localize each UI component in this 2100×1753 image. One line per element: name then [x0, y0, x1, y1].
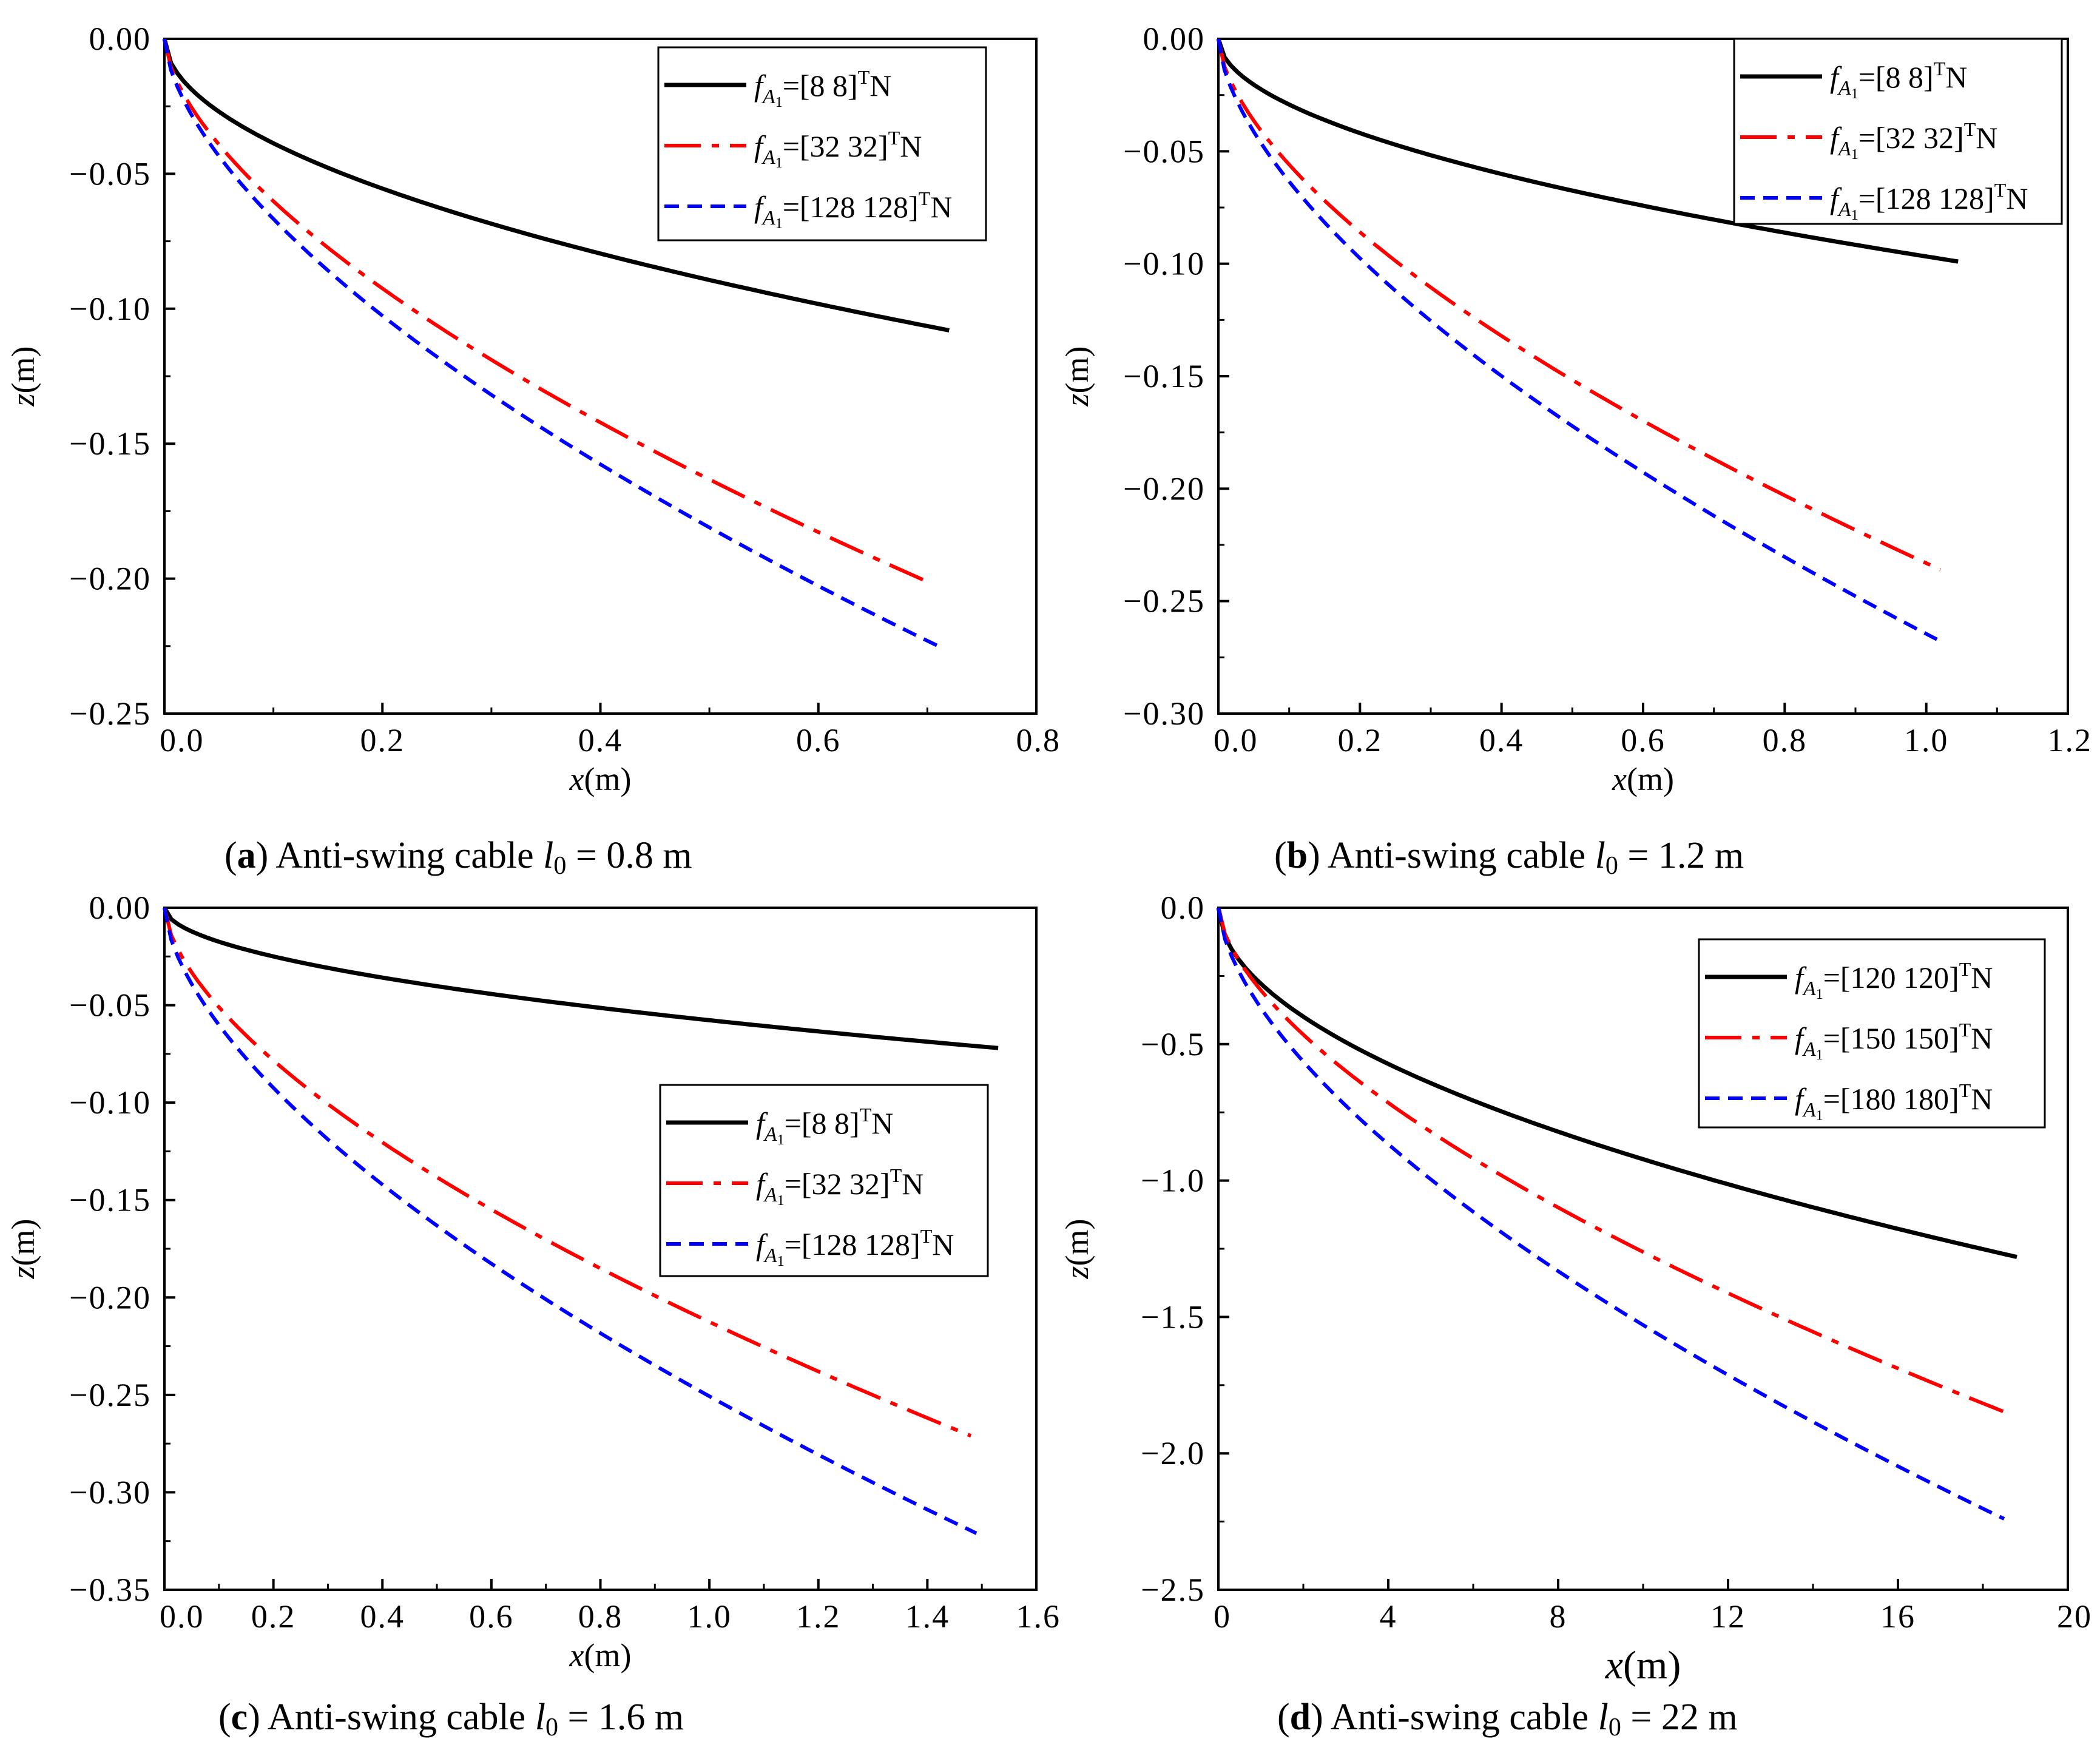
x-tick-label: 20 [2057, 1598, 2092, 1635]
y-axis-label: z(m) [5, 1219, 41, 1280]
legend-entry: fA1=[128 128]TN [1830, 179, 2028, 223]
x-tick-label: 8 [1550, 1598, 1567, 1635]
x-tick-label: 4 [1380, 1598, 1397, 1635]
panel-caption: (d) Anti-swing cable l0 = 22 m [1277, 1697, 1738, 1741]
x-tick-label: 0.8 [1763, 722, 1808, 758]
y-tick-label: −0.25 [69, 695, 151, 732]
y-tick-label: −0.10 [69, 291, 151, 327]
y-axis-label: z(m) [1059, 346, 1095, 407]
y-tick-label: −0.15 [69, 425, 151, 462]
y-tick-label: −0.35 [69, 1572, 151, 1608]
legend-entry: fA1=[32 32]TN [1830, 118, 1997, 163]
legend-entry: fA1=[180 180]TN [1795, 1079, 1993, 1124]
x-tick-label: 1.0 [1904, 722, 1949, 758]
y-tick-label: −1.0 [1141, 1163, 1205, 1199]
legend-entry: fA1=[128 128]TN [756, 1225, 954, 1269]
series-line [1217, 38, 1942, 572]
x-tick-label: 1.2 [796, 1598, 841, 1635]
x-tick-label: 0.4 [1479, 722, 1524, 758]
x-tick-label: 0 [1214, 1598, 1231, 1635]
chart-panel-a: 0.0 0.2 0.4 0.6 0.8 0.00 −0.05 −0.10 −0.15 −0.20 −… [5, 21, 1061, 880]
legend-entry: fA1=[128 128]TN [754, 187, 952, 232]
x-tick-label: 1.6 [1016, 1598, 1061, 1635]
x-tick-label: 0.2 [1338, 722, 1383, 758]
chart-panel-b: 0.0 0.2 0.4 0.6 0.8 1.0 1.2 0.00 −0.05 −0.10 −0.15… [1059, 21, 2093, 880]
y-tick-label: −0.05 [69, 155, 151, 192]
y-tick-label: −0.30 [1123, 695, 1205, 732]
series-line [1216, 38, 1959, 264]
y-tick-label: −0.05 [1123, 133, 1205, 169]
chart-panel-d: 0 4 8 12 16 20 0.0 −0.5 −1.0 −1.5 −2.0 −2.5 x(m) z(m)… [1059, 890, 2092, 1741]
x-tick-label: 0.4 [360, 1598, 405, 1635]
y-tick-label: −2.0 [1141, 1435, 1205, 1471]
panel-caption: (a) Anti-swing cable l0 = 0.8 m [225, 835, 692, 880]
x-tick-label: 1.2 [2048, 722, 2093, 758]
x-tick-label: 1.4 [905, 1598, 950, 1635]
legend-entry: fA1=[32 32]TN [756, 1164, 923, 1209]
y-tick-label: −0.10 [1123, 246, 1205, 282]
series-line [1217, 38, 1938, 641]
x-axis-label: x(m) [1612, 761, 1674, 797]
y-axis-label: z(m) [5, 346, 41, 407]
y-tick-label: −0.10 [69, 1084, 151, 1121]
y-tick-label: 0.00 [1143, 21, 1206, 57]
series-line [162, 38, 950, 333]
series-line [1217, 907, 2005, 1521]
series-line [163, 38, 934, 586]
y-tick-label: −2.5 [1141, 1572, 1205, 1608]
x-tick-label: 0.6 [469, 1598, 514, 1635]
x-tick-label: 0.0 [160, 722, 204, 758]
y-tick-label: −0.25 [69, 1377, 151, 1413]
x-tick-label: 0.6 [796, 722, 841, 758]
panel-caption: (c) Anti-swing cable l0 = 1.6 m [218, 1697, 684, 1741]
x-tick-label: 0.2 [360, 722, 405, 758]
y-tick-label: −0.30 [69, 1474, 151, 1510]
series-line [163, 38, 939, 648]
x-tick-label: 0.8 [578, 1598, 623, 1635]
legend-box [1698, 938, 2046, 1129]
x-tick-label: 1.0 [687, 1598, 732, 1635]
legend-entry: fA1=[150 150]TN [1795, 1019, 1993, 1063]
x-tick-label: 0.6 [1621, 722, 1666, 758]
x-tick-label: 12 [1710, 1598, 1746, 1635]
legend-entry: fA1=[32 32]TN [754, 127, 922, 171]
x-tick-label: 0.2 [251, 1598, 296, 1635]
y-tick-label: −0.20 [1123, 470, 1205, 507]
legend-box [1733, 38, 2063, 225]
y-tick-label: 0.0 [1161, 890, 1206, 926]
y-tick-label: −0.20 [69, 1279, 151, 1316]
x-axis-label: x(m) [1605, 1643, 1681, 1687]
panel-caption: (b) Anti-swing cable l0 = 1.2 m [1274, 835, 1744, 880]
y-tick-label: −0.15 [69, 1182, 151, 1218]
y-tick-label: −0.25 [1123, 583, 1205, 620]
y-tick-label: 0.00 [89, 21, 152, 57]
chart-panel-c: 0.0 0.2 0.4 0.6 0.8 1.0 1.2 1.4 1.6 0.00 −0.05 −0.1… [5, 890, 1061, 1741]
x-tick-label: 0.0 [1214, 722, 1258, 758]
y-tick-label: −0.15 [1123, 358, 1205, 394]
series-line [1217, 907, 2014, 1417]
x-axis-label: x(m) [569, 1637, 632, 1674]
x-axis-label: x(m) [569, 761, 632, 797]
y-tick-label: 0.00 [89, 890, 152, 926]
y-tick-label: −0.05 [69, 987, 151, 1024]
y-tick-label: −0.5 [1141, 1026, 1205, 1062]
y-tick-label: −0.20 [69, 561, 151, 597]
x-tick-label: 0.8 [1016, 722, 1061, 758]
x-tick-label: 0.4 [578, 722, 623, 758]
series-line [163, 907, 977, 1535]
series-line [162, 907, 999, 1050]
y-tick-label: −1.5 [1141, 1299, 1205, 1335]
x-tick-label: 0.0 [160, 1598, 204, 1635]
x-tick-label: 16 [1880, 1598, 1916, 1635]
series-line [163, 907, 972, 1438]
y-axis-label: z(m) [1059, 1219, 1095, 1280]
series-line [1216, 907, 2017, 1259]
